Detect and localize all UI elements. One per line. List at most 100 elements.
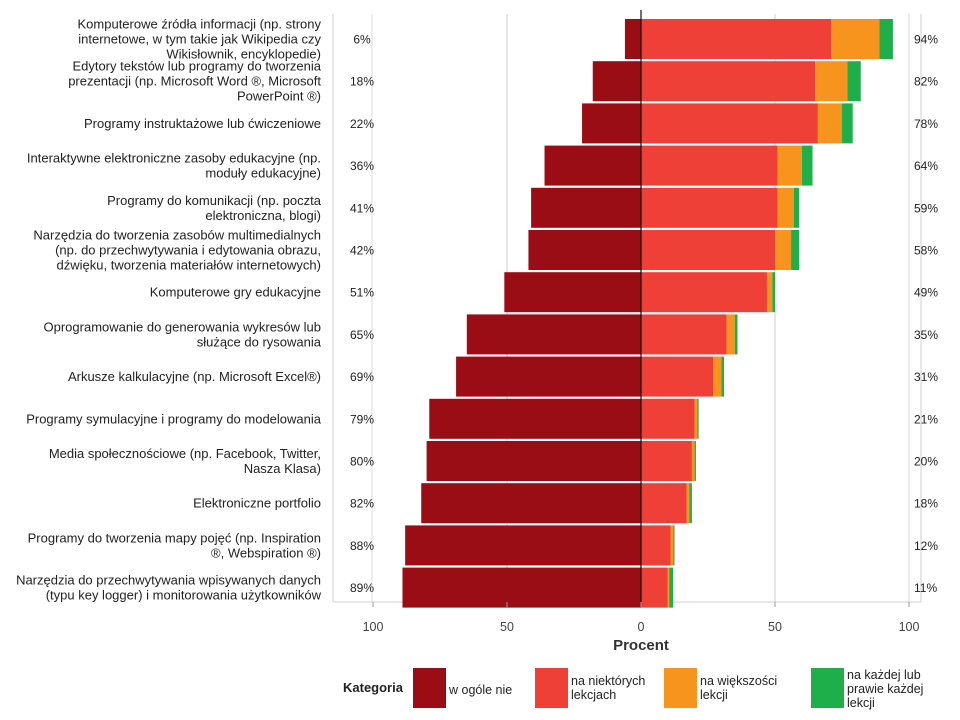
category-label: Programy instruktażowe lub ćwiczeniowe <box>84 116 321 131</box>
category-label: Komputerowe gry edukacyjne <box>150 285 321 300</box>
bar-segment <box>831 19 880 59</box>
left-percent-label: 36% <box>350 159 374 173</box>
legend: Kategoria w ogóle nie na niektórych lekcja… <box>343 668 923 710</box>
bar-segment <box>641 398 695 439</box>
bar-segment <box>456 356 641 397</box>
bar-segment <box>641 230 775 270</box>
bar-segment <box>582 103 641 144</box>
right-percent-label: 94% <box>914 33 938 47</box>
left-percent-label: 6% <box>353 33 371 47</box>
right-percent-label: 18% <box>914 497 938 511</box>
bar-segment <box>775 230 792 270</box>
bar-segment <box>697 398 699 439</box>
left-percent-label: 51% <box>350 286 374 300</box>
bar-segment <box>641 103 818 144</box>
bars-layer <box>402 10 893 608</box>
x-tick-label: 100 <box>899 620 920 634</box>
bar-segment <box>405 525 641 566</box>
bar-segment <box>815 61 848 102</box>
bar-segment <box>766 272 773 313</box>
left-percent-label: 69% <box>350 370 374 384</box>
bar-segment <box>721 356 725 397</box>
bar-segment <box>817 103 842 144</box>
left-percent-label: 80% <box>350 455 374 469</box>
bar-segment <box>531 187 641 228</box>
x-tick-label: 50 <box>768 620 782 634</box>
right-percent-label: 59% <box>914 201 938 215</box>
bar-segment <box>426 441 641 481</box>
x-tick-label: 100 <box>363 620 384 634</box>
bar-segment <box>466 314 641 355</box>
category-label: Programy do komunikacji (np. poczta elekt… <box>107 193 322 223</box>
bar-segment <box>847 61 861 102</box>
right-percent-label: 58% <box>914 244 938 258</box>
bar-segment <box>641 441 692 481</box>
left-percent-label: 18% <box>350 75 374 89</box>
bar-segment <box>641 19 832 59</box>
bar-segment <box>641 145 778 186</box>
right-percent-label: 49% <box>914 286 938 300</box>
right-percent-label: 21% <box>914 412 938 426</box>
category-label: Edytory tekstów lub programy do tworzeni… <box>68 59 322 104</box>
bar-segment <box>641 187 778 228</box>
right-percent-label: 20% <box>914 455 938 469</box>
legend-label: w ogóle nie <box>448 683 512 697</box>
bar-segment <box>734 314 738 355</box>
x-axis: 100 50 0 50 100 <box>363 602 920 634</box>
legend-label: na każdej lub prawie każdej lekcji <box>847 668 923 710</box>
bar-segment <box>421 483 641 524</box>
bar-segment <box>641 61 816 102</box>
bar-segment <box>777 145 802 186</box>
right-percent-label: 35% <box>914 328 938 342</box>
legend-label: na niektórych lekcjach <box>571 674 645 702</box>
bar-segment <box>641 356 714 397</box>
bar-segment <box>842 103 853 144</box>
legend-swatch <box>535 668 568 708</box>
bar-segment <box>528 230 641 270</box>
bar-segment <box>694 441 696 481</box>
legend-label: na większości lekcji <box>700 674 777 702</box>
x-tick-label: 50 <box>500 620 514 634</box>
bar-segment <box>694 398 698 439</box>
right-percent-label: 31% <box>914 370 938 384</box>
labels-layer: Komputerowe źródła informacji (np. stron… <box>16 17 938 603</box>
category-label: Programy do tworzenia mapy pojęć (np. In… <box>28 530 321 560</box>
bar-segment <box>402 567 641 608</box>
bar-segment <box>772 272 775 313</box>
category-label: Elektroniczne portfolio <box>193 496 321 511</box>
left-percent-label: 65% <box>350 328 374 342</box>
bar-segment <box>673 525 675 566</box>
legend-swatch <box>664 668 697 708</box>
legend-swatch <box>413 668 446 708</box>
bar-segment <box>641 567 668 608</box>
bar-segment <box>801 145 813 186</box>
bar-segment <box>726 314 735 355</box>
bar-segment <box>641 483 687 524</box>
category-label: Komputerowe źródła informacji (np. stron… <box>78 17 322 62</box>
left-percent-label: 42% <box>350 244 374 258</box>
bar-segment <box>791 230 800 270</box>
legend-title: Kategoria <box>343 680 404 695</box>
right-percent-label: 12% <box>914 539 938 553</box>
bar-segment <box>669 567 674 608</box>
bar-segment <box>624 19 641 59</box>
bar-segment <box>544 145 641 186</box>
bar-segment <box>429 398 641 439</box>
left-percent-label: 88% <box>350 539 374 553</box>
x-tick-label: 0 <box>638 620 645 634</box>
left-percent-label: 79% <box>350 412 374 426</box>
category-label: Narzędzia do tworzenia zasobów multimedi… <box>33 228 321 273</box>
category-label: Interaktywne elektroniczne zasoby edukac… <box>27 151 321 181</box>
bar-segment <box>641 525 671 566</box>
category-label: Arkusze kalkulacyjne (np. Microsoft Exce… <box>68 369 321 384</box>
left-percent-label: 22% <box>350 117 374 131</box>
bar-segment <box>670 525 674 566</box>
bar-segment <box>879 19 893 59</box>
right-percent-label: 64% <box>914 159 938 173</box>
x-axis-title: Procent <box>613 637 669 654</box>
bar-segment <box>777 187 794 228</box>
right-percent-label: 78% <box>914 117 938 131</box>
category-label: Narzędzia do przechwytywania wpisywanych… <box>16 573 322 603</box>
right-percent-label: 82% <box>914 75 938 89</box>
